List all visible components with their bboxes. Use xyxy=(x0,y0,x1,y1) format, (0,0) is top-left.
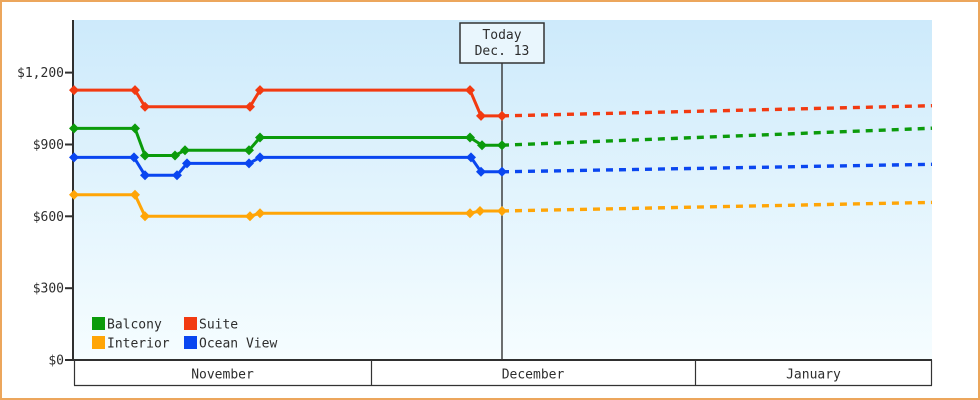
ocean-view-projection-line xyxy=(501,162,933,174)
suite-data-point xyxy=(130,85,140,96)
suite-data-point xyxy=(140,101,150,112)
y-tick-label-600: $600 xyxy=(33,210,64,225)
legend-label-suite: Suite xyxy=(199,318,238,333)
legend-label-interior: Interior xyxy=(107,337,170,352)
chart-legend: Balcony Suite Interior Ocean View xyxy=(92,317,277,352)
suite-data-point xyxy=(255,85,265,96)
balcony-data-point xyxy=(497,140,507,151)
plot-area xyxy=(74,20,932,360)
ocean-view-data-point xyxy=(182,158,192,169)
month-label-january: January xyxy=(786,368,841,383)
interior-data-point xyxy=(497,206,507,216)
suite-data-point xyxy=(476,110,486,121)
ocean-view-data-point xyxy=(466,152,476,163)
legend-label-ocean-view: Ocean View xyxy=(199,337,277,352)
balcony-data-point xyxy=(255,132,265,143)
month-label-november: November xyxy=(191,368,254,383)
interior-data-point xyxy=(465,208,475,219)
ocean-view-price-line xyxy=(74,155,502,177)
balcony-data-point xyxy=(465,132,475,143)
ocean-view-data-point xyxy=(172,170,182,181)
ocean-view-data-point xyxy=(129,152,139,163)
suite-data-point xyxy=(69,85,79,96)
legend-swatch-suite xyxy=(184,317,197,330)
ocean-view-data-point xyxy=(69,152,79,163)
interior-data-point xyxy=(130,189,140,200)
interior-data-point xyxy=(140,211,150,222)
interior-data-point xyxy=(255,208,265,219)
balcony-price-line xyxy=(74,126,502,157)
legend-swatch-balcony xyxy=(92,317,105,330)
suite-data-point xyxy=(465,85,475,96)
today-box xyxy=(459,22,545,64)
balcony-data-point xyxy=(170,150,180,161)
ocean-view-data-point xyxy=(497,166,507,177)
today-box-title: Today xyxy=(482,28,521,43)
legend-swatch-interior xyxy=(92,336,105,349)
y-tick-label-900: $900 xyxy=(33,138,64,153)
balcony-data-point xyxy=(477,140,487,151)
balcony-data-point xyxy=(244,145,254,156)
interior-projection-line xyxy=(501,200,933,213)
interior-data-point xyxy=(475,206,485,216)
balcony-data-point xyxy=(69,123,79,134)
month-label-december: December xyxy=(502,368,565,383)
balcony-data-point xyxy=(180,145,190,156)
ocean-view-data-point xyxy=(476,166,486,177)
balcony-data-point xyxy=(130,123,140,134)
balcony-projection-line xyxy=(501,126,933,147)
y-tick-label-300: $300 xyxy=(33,282,64,297)
series-layer xyxy=(69,85,933,222)
today-box-date: Dec. 13 xyxy=(475,44,530,59)
interior-data-point xyxy=(69,189,79,200)
suite-projection-line xyxy=(501,104,933,118)
interior-data-point xyxy=(245,211,255,222)
suite-data-point xyxy=(497,110,507,121)
legend-swatch-ocean-view xyxy=(184,336,197,349)
y-tick-label-1200: $1,200 xyxy=(17,66,64,81)
legend-label-balcony: Balcony xyxy=(107,318,162,333)
balcony-data-point xyxy=(140,150,150,161)
ocean-view-data-point xyxy=(140,170,150,181)
suite-data-point xyxy=(245,101,255,112)
ocean-view-data-point xyxy=(255,152,265,163)
ocean-view-data-point xyxy=(244,158,254,169)
y-tick-label-0: $0 xyxy=(48,354,64,369)
